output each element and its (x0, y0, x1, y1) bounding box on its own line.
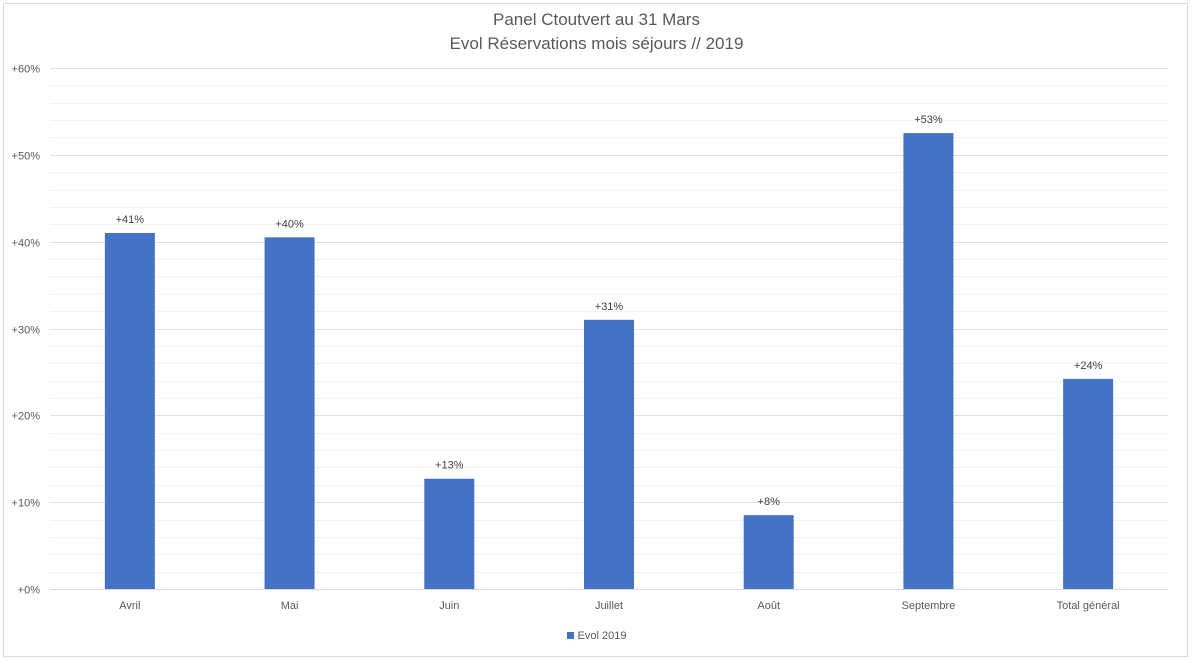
data-label: +13% (435, 460, 464, 472)
data-label: +24% (1074, 360, 1103, 372)
x-tick-label: Mai (281, 600, 299, 612)
x-tick-label: Total général (1057, 600, 1120, 612)
bar (424, 478, 475, 589)
y-tick-label: +40% (12, 238, 41, 250)
bar (743, 515, 794, 589)
bar-series (104, 133, 1114, 589)
x-tick-label: Juillet (595, 600, 623, 612)
data-label: +41% (116, 214, 145, 226)
legend: Evol 2019 (0, 630, 1193, 642)
major-gridlines (50, 68, 1168, 590)
chart-title: Panel Ctoutvert au 31 Mars (493, 10, 700, 29)
data-labels: +41% +40% +13% +31% +8% +53% +24% (116, 114, 1103, 508)
y-tick-label: +0% (18, 585, 41, 597)
bar (584, 319, 634, 589)
y-axis: +0% +10% +20% +30% +40% +50% +60% (12, 64, 41, 597)
chart-subtitle: Evol Réservations mois séjours // 2019 (449, 34, 744, 53)
y-tick-label: +50% (12, 151, 41, 163)
x-axis: Avril Mai Juin Juillet Août Septembre Total gé… (119, 600, 1119, 612)
y-tick-label: +60% (12, 64, 41, 76)
x-tick-label: Août (757, 600, 780, 612)
x-tick-label: Avril (119, 600, 140, 612)
data-label: +40% (275, 218, 304, 230)
x-tick-label: Septembre (902, 600, 956, 612)
y-tick-label: +10% (12, 498, 41, 510)
bar (264, 237, 315, 589)
data-label: +8% (758, 496, 781, 508)
x-tick-label: Juin (439, 600, 459, 612)
data-label: +53% (914, 114, 943, 126)
bar (104, 232, 155, 589)
bar (903, 133, 954, 589)
bar (1063, 378, 1114, 589)
legend-label: Evol 2019 (577, 630, 627, 642)
legend-swatch (566, 632, 574, 639)
y-tick-label: +30% (12, 325, 41, 337)
data-label: +31% (595, 301, 624, 313)
y-tick-label: +20% (12, 411, 41, 423)
